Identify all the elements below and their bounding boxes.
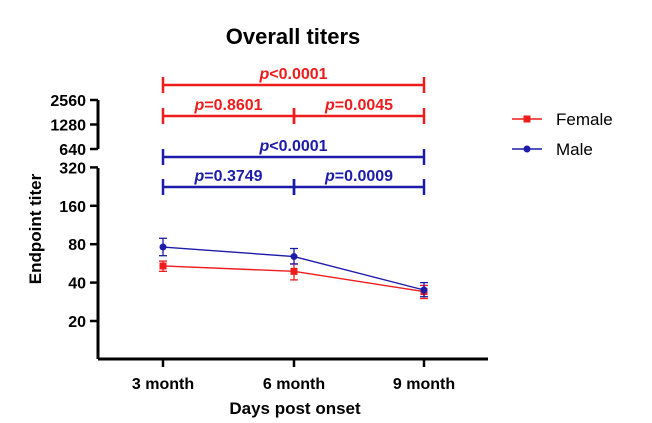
p-value-label: p<0.0001: [258, 138, 327, 155]
legend-item-female: Female: [512, 110, 613, 129]
legend: Female Male: [512, 110, 613, 159]
legend-label: Female: [556, 110, 613, 129]
data-point: [290, 267, 298, 275]
y-axis-label: Endpoint titer: [26, 173, 45, 284]
significance-bracket: p=0.0009: [292, 168, 426, 195]
legend-marker: [523, 115, 531, 123]
p-symbol: p: [258, 66, 269, 83]
x-tick-label: 3 month: [132, 376, 194, 393]
significance-bracket: p<0.0001: [161, 138, 426, 165]
y-tick-label: 160: [59, 199, 86, 216]
legend-label: Male: [556, 140, 593, 159]
legend-marker: [523, 145, 531, 153]
p-value-text: =0.0045: [335, 97, 393, 114]
data-series: [159, 237, 428, 300]
p-value-text: <0.0001: [269, 66, 327, 83]
y-tick-label: 40: [68, 276, 86, 293]
significance-bracket: p=0.8601: [161, 97, 296, 124]
p-value-label: p=0.0009: [324, 168, 393, 185]
y-tick-label: 320: [59, 160, 86, 177]
x-axis-label: Days post onset: [229, 399, 361, 418]
p-symbol: p: [193, 97, 204, 114]
p-symbol: p: [258, 138, 269, 155]
y-tick-label: 640: [59, 142, 86, 159]
y-tick-label: 20: [68, 314, 86, 331]
series-female: [159, 260, 428, 300]
p-symbol: p: [324, 168, 335, 185]
p-value-label: p<0.0001: [258, 66, 327, 83]
p-value-label: p=0.8601: [193, 97, 262, 114]
legend-item-male: Male: [512, 140, 593, 159]
p-symbol: p: [193, 168, 204, 185]
p-value-text: =0.3749: [204, 168, 262, 185]
p-value-label: p=0.3749: [193, 168, 262, 185]
x-tick-label: 6 month: [263, 376, 325, 393]
significance-bracket: p=0.3749: [161, 168, 296, 195]
chart-title: Overall titers: [226, 24, 361, 49]
y-tick-label: 1280: [50, 118, 86, 135]
data-point: [290, 253, 298, 261]
significance-bracket: p<0.0001: [161, 66, 426, 93]
y-tick-label: 2560: [50, 93, 86, 110]
p-value-text: <0.0001: [269, 138, 327, 155]
series-male: [159, 237, 428, 298]
p-symbol: p: [324, 97, 335, 114]
x-tick-label: 9 month: [393, 376, 455, 393]
data-point: [159, 262, 167, 270]
p-value-text: =0.8601: [204, 97, 262, 114]
significance-bracket: p=0.0045: [292, 97, 426, 124]
data-point: [159, 243, 167, 251]
p-value-text: =0.0009: [335, 168, 393, 185]
data-point: [420, 286, 428, 294]
p-value-label: p=0.0045: [324, 97, 393, 114]
y-tick-label: 80: [68, 237, 86, 254]
